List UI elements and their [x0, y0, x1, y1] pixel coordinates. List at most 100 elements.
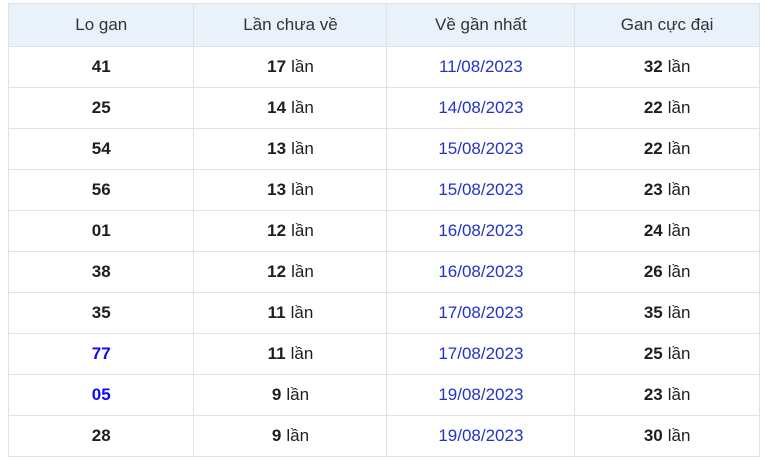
- last-date-link[interactable]: 11/08/2023: [438, 57, 523, 76]
- table-row: 28 9 lần 19/08/2023 30 lần: [7, 415, 760, 457]
- last-date-link[interactable]: 19/08/2023: [438, 426, 524, 445]
- unit-label: lần: [667, 426, 691, 445]
- unit-label: lần: [667, 262, 691, 281]
- last-date-link[interactable]: 14/08/2023: [438, 98, 524, 117]
- unit-label: lần: [667, 303, 691, 322]
- cell-ve-gan-nhat: 17/08/2023: [386, 333, 576, 375]
- missed-count: 11: [267, 303, 286, 322]
- lo-gan-number: 25: [91, 98, 111, 117]
- cell-lan-chua-ve: 17 lần: [193, 46, 388, 88]
- lo-gan-number: 41: [91, 57, 111, 76]
- cell-ve-gan-nhat: 16/08/2023: [386, 251, 576, 293]
- cell-lo-gan: 01: [7, 210, 195, 252]
- cell-lo-gan: 28: [7, 415, 195, 457]
- lo-gan-number: 35: [91, 303, 111, 322]
- last-date-link[interactable]: 15/08/2023: [438, 139, 524, 158]
- last-date-link[interactable]: 15/08/2023: [438, 180, 524, 199]
- cell-lan-chua-ve: 12 lần: [193, 251, 388, 293]
- table-row: 05 9 lần 19/08/2023 23 lần: [7, 374, 760, 416]
- table-body: 41 17 lần 11/08/2023 32 lần 25 14 lần 14/08/2023 2…: [7, 46, 760, 457]
- unit-label: lần: [290, 344, 314, 363]
- last-date-link[interactable]: 17/08/2023: [438, 344, 524, 363]
- lo-gan-number: 56: [91, 180, 111, 199]
- last-date-link[interactable]: 16/08/2023: [438, 221, 524, 240]
- max-gan-count: 25: [643, 344, 663, 363]
- cell-ve-gan-nhat: 15/08/2023: [386, 169, 576, 211]
- cell-gan-cuc-dai: 22 lần: [574, 87, 760, 129]
- cell-ve-gan-nhat: 14/08/2023: [386, 87, 576, 129]
- cell-gan-cuc-dai: 30 lần: [574, 415, 760, 457]
- max-gan-count: 24: [643, 221, 663, 240]
- unit-label: lần: [291, 57, 314, 76]
- cell-lan-chua-ve: 12 lần: [193, 210, 388, 252]
- unit-label: lần: [291, 139, 314, 158]
- table-row: 25 14 lần 14/08/2023 22 lần: [7, 87, 760, 129]
- lo-gan-number-link[interactable]: 05: [91, 385, 111, 404]
- table-row: 56 13 lần 15/08/2023 23 lần: [7, 169, 760, 211]
- missed-count: 12: [267, 221, 287, 240]
- table-row: 01 12 lần 16/08/2023 24 lần: [7, 210, 760, 252]
- table-row: 38 12 lần 16/08/2023 26 lần: [7, 251, 760, 293]
- unit-label: lần: [667, 344, 691, 363]
- last-date-link[interactable]: 17/08/2023: [438, 303, 524, 322]
- table-row: 54 13 lần 15/08/2023 22 lần: [7, 128, 760, 170]
- missed-count: 12: [267, 262, 287, 281]
- lo-gan-number: 54: [91, 139, 111, 158]
- max-gan-count: 35: [643, 303, 663, 322]
- missed-count: 17: [267, 57, 287, 76]
- cell-ve-gan-nhat: 15/08/2023: [386, 128, 576, 170]
- unit-label: lần: [667, 221, 691, 240]
- cell-lan-chua-ve: 9 lần: [193, 374, 388, 416]
- cell-ve-gan-nhat: 19/08/2023: [386, 415, 576, 457]
- cell-lo-gan: 05: [7, 374, 195, 416]
- table-header-row: Lo gan Lần chưa về Về gần nhất Gan cực đ…: [7, 3, 760, 47]
- cell-gan-cuc-dai: 23 lần: [574, 169, 760, 211]
- cell-lo-gan: 54: [7, 128, 195, 170]
- cell-gan-cuc-dai: 32 lần: [574, 46, 760, 88]
- cell-lan-chua-ve: 11 lần: [193, 292, 388, 334]
- missed-count: 14: [267, 98, 287, 117]
- last-date-link[interactable]: 19/08/2023: [438, 385, 524, 404]
- lo-gan-number: 38: [91, 262, 111, 281]
- cell-gan-cuc-dai: 22 lần: [574, 128, 760, 170]
- cell-lan-chua-ve: 13 lần: [193, 169, 388, 211]
- lo-gan-number-link[interactable]: 77: [91, 344, 111, 363]
- unit-label: lần: [667, 98, 691, 117]
- missed-count: 11: [267, 344, 286, 363]
- unit-label: lần: [291, 221, 314, 240]
- lo-gan-number: 28: [91, 426, 111, 445]
- cell-gan-cuc-dai: 25 lần: [574, 333, 760, 375]
- col-header-lan-chua-ve: Lần chưa về: [193, 3, 388, 47]
- unit-label: lần: [667, 180, 691, 199]
- cell-lo-gan: 56: [7, 169, 195, 211]
- max-gan-count: 30: [643, 426, 663, 445]
- cell-lo-gan: 41: [7, 46, 195, 88]
- table-row: 35 11 lần 17/08/2023 35 lần: [7, 292, 760, 334]
- col-header-gan-cuc-dai: Gan cực đại: [574, 3, 760, 47]
- unit-label: lần: [291, 180, 314, 199]
- cell-lan-chua-ve: 11 lần: [193, 333, 388, 375]
- cell-lo-gan: 25: [7, 87, 195, 129]
- max-gan-count: 22: [643, 98, 663, 117]
- cell-gan-cuc-dai: 35 lần: [574, 292, 760, 334]
- unit-label: lần: [291, 98, 314, 117]
- cell-gan-cuc-dai: 26 lần: [574, 251, 760, 293]
- unit-label: lần: [290, 303, 314, 322]
- unit-label: lần: [291, 262, 314, 281]
- table-row: 41 17 lần 11/08/2023 32 lần: [7, 46, 760, 88]
- cell-ve-gan-nhat: 16/08/2023: [386, 210, 576, 252]
- unit-label: lần: [667, 57, 691, 76]
- missed-count: 13: [267, 180, 287, 199]
- cell-lan-chua-ve: 9 lần: [193, 415, 388, 457]
- cell-ve-gan-nhat: 19/08/2023: [386, 374, 576, 416]
- col-header-ve-gan-nhat: Về gần nhất: [386, 3, 576, 47]
- unit-label: lần: [286, 385, 310, 404]
- col-header-lo-gan: Lo gan: [7, 3, 195, 47]
- unit-label: lần: [667, 385, 691, 404]
- last-date-link[interactable]: 16/08/2023: [438, 262, 524, 281]
- unit-label: lần: [667, 139, 691, 158]
- cell-lo-gan: 38: [7, 251, 195, 293]
- max-gan-count: 32: [643, 57, 663, 76]
- lo-gan-number: 01: [91, 221, 111, 240]
